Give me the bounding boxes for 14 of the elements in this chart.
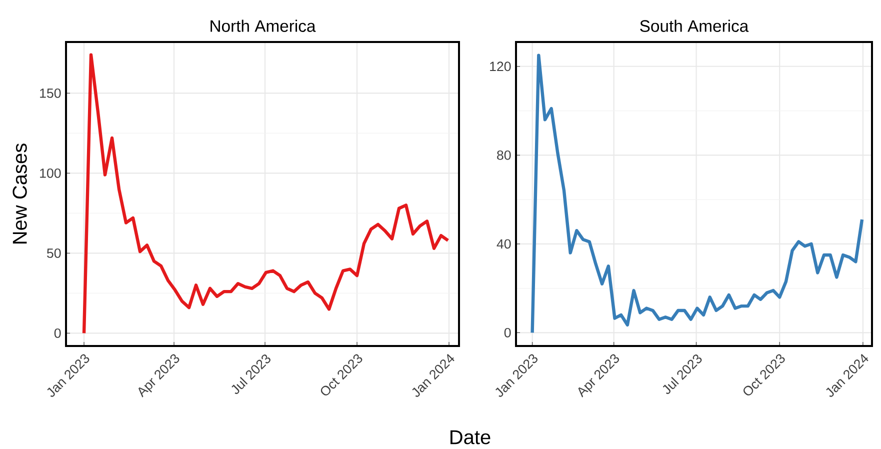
line-series	[530, 54, 864, 334]
y-axis-title: New Cases	[12, 144, 27, 244]
y-tick-label: 50	[47, 248, 61, 258]
y-tick-label: 80	[497, 150, 511, 160]
y-tick-label: 100	[40, 168, 61, 178]
line-series	[82, 53, 450, 335]
chart-title: North America	[210, 20, 316, 32]
y-tick-label: 0	[504, 328, 511, 338]
chart-title: South America	[640, 20, 749, 32]
y-tick-label: 40	[496, 239, 511, 249]
y-tick-label: 120	[490, 62, 511, 72]
y-tick-label: 0	[54, 328, 61, 338]
x-axis-title: Date	[450, 430, 490, 444]
y-tick-label: 150	[40, 88, 61, 98]
